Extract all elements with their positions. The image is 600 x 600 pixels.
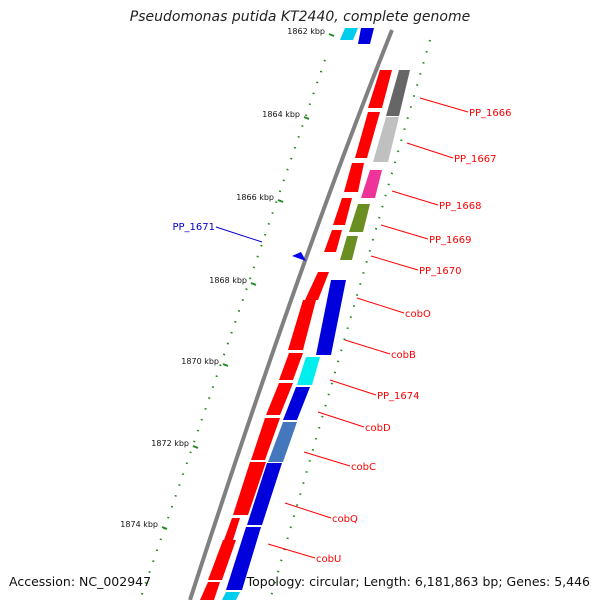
tick-mark [161,526,168,530]
gene-label-cobC[interactable]: cobC [351,462,376,473]
gene-label-PP_1670[interactable]: PP_1670 [419,266,462,277]
gene-leader-line [215,226,263,243]
gene-labels: PP_1666 PP_1667 PP_1668 PP_1669 PP_1670 cobO c… [172,97,512,565]
tick-mark [222,363,229,367]
gene-leader-line [284,502,332,519]
tick-mark [277,199,284,203]
gene-label-PP_1674[interactable]: PP_1674 [377,391,420,402]
tick-mark [303,116,310,120]
gene-label-cobD[interactable]: cobD [365,423,391,434]
tick-label: 1870 kbp [181,357,219,366]
tick-label: 1862 kbp [287,27,325,36]
cds-track [200,28,410,600]
gene-arrow-PP_1671 [292,252,306,261]
gene-label-PP_1667[interactable]: PP_1667 [454,154,497,165]
gene-label-cobO[interactable]: cobO [405,309,431,320]
gene-leader-line [267,543,316,559]
genome-backbone [188,29,394,600]
tick-label: 1866 kbp [236,193,274,202]
tick-mark [328,33,335,37]
gene-leader-line [303,451,351,467]
tick-mark [192,445,199,449]
gene-arrow-PP_1666 [368,70,392,108]
gene-leader-line [344,339,391,355]
gene-leader-line [380,224,429,240]
gene-label-cobQ[interactable]: cobQ [332,514,358,525]
gene-leader-line [406,142,454,159]
gene-leader-line [419,97,469,113]
gene-label-cobU[interactable]: cobU [316,554,341,565]
gene-leader-line [356,297,405,314]
gene-label-PP_1668[interactable]: PP_1668 [439,201,482,212]
tick-mark [250,282,257,286]
tick-label: 1864 kbp [262,110,300,119]
tick-label: 1868 kbp [209,276,247,285]
gene-leader-line [329,379,377,396]
accession-label: Accession: NC_002947 [9,574,152,589]
genome-stats: Topology: circular; Length: 6,181,863 bp… [246,574,590,589]
gene-label-PP_1666[interactable]: PP_1666 [469,108,512,119]
tick-label: 1872 kbp [151,439,189,448]
gene-leader-line [391,190,439,206]
page-title: Pseudomonas putida KT2440, complete geno… [129,9,471,25]
gene-label-PP_1669[interactable]: PP_1669 [429,235,472,246]
tick-labels: 1862 kbp 1864 kbp 1866 kbp 1868 kbp 1870 kbp… [120,27,335,530]
gene-leader-line [317,411,365,428]
gene-label-cobB[interactable]: cobB [391,350,416,361]
gene-leader-line [370,255,419,271]
gene-label-PP_1671[interactable]: PP_1671 [172,222,215,233]
tick-label: 1874 kbp [120,520,158,529]
